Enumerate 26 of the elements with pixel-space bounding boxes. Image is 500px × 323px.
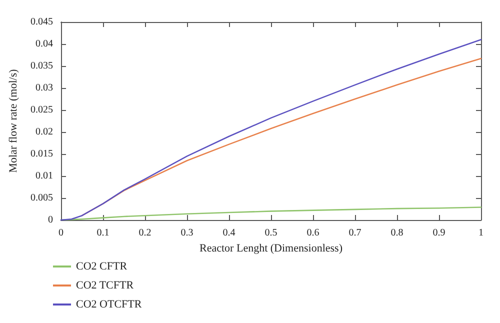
y-tick-label: 0.015	[30, 148, 53, 160]
y-tick-label: 0.01	[36, 170, 53, 182]
x-tick-label: 0.3	[180, 228, 194, 238]
x-tick-label: 1	[478, 228, 484, 238]
y-tick-label: 0.04	[36, 38, 53, 50]
x-tick-label: 0	[58, 228, 64, 238]
y-tick-label: 0.035	[30, 60, 53, 72]
x-axis-title: Reactor Lenght (Dimensionless)	[200, 242, 343, 254]
y-tick-label: 0.02	[36, 126, 53, 138]
y-tick-label: 0	[48, 214, 53, 226]
x-tick-label: 0.2	[138, 228, 152, 238]
y-tick-label: 0.045	[30, 16, 53, 28]
x-tick-label: 0.6	[306, 228, 320, 238]
y-axis-title: Molar flow rate (mol/s)	[8, 68, 20, 173]
y-tick-label: 0.025	[30, 104, 53, 116]
x-tick-label: 0.1	[96, 228, 110, 238]
y-tick-label: 0.03	[36, 82, 53, 94]
legend-label: CO2 OTCFTR	[76, 298, 142, 310]
x-tick-label: 0.4	[222, 228, 236, 238]
y-tick-label: 0.005	[30, 192, 53, 204]
x-tick-label: 0.8	[390, 228, 404, 238]
x-tick-label: 0.9	[432, 228, 446, 238]
legend-label: CO2 CFTR	[76, 260, 128, 272]
x-tick-label: 0.7	[348, 228, 362, 238]
x-tick-label: 0.5	[264, 228, 278, 238]
legend-label: CO2 TCFTR	[76, 280, 134, 292]
